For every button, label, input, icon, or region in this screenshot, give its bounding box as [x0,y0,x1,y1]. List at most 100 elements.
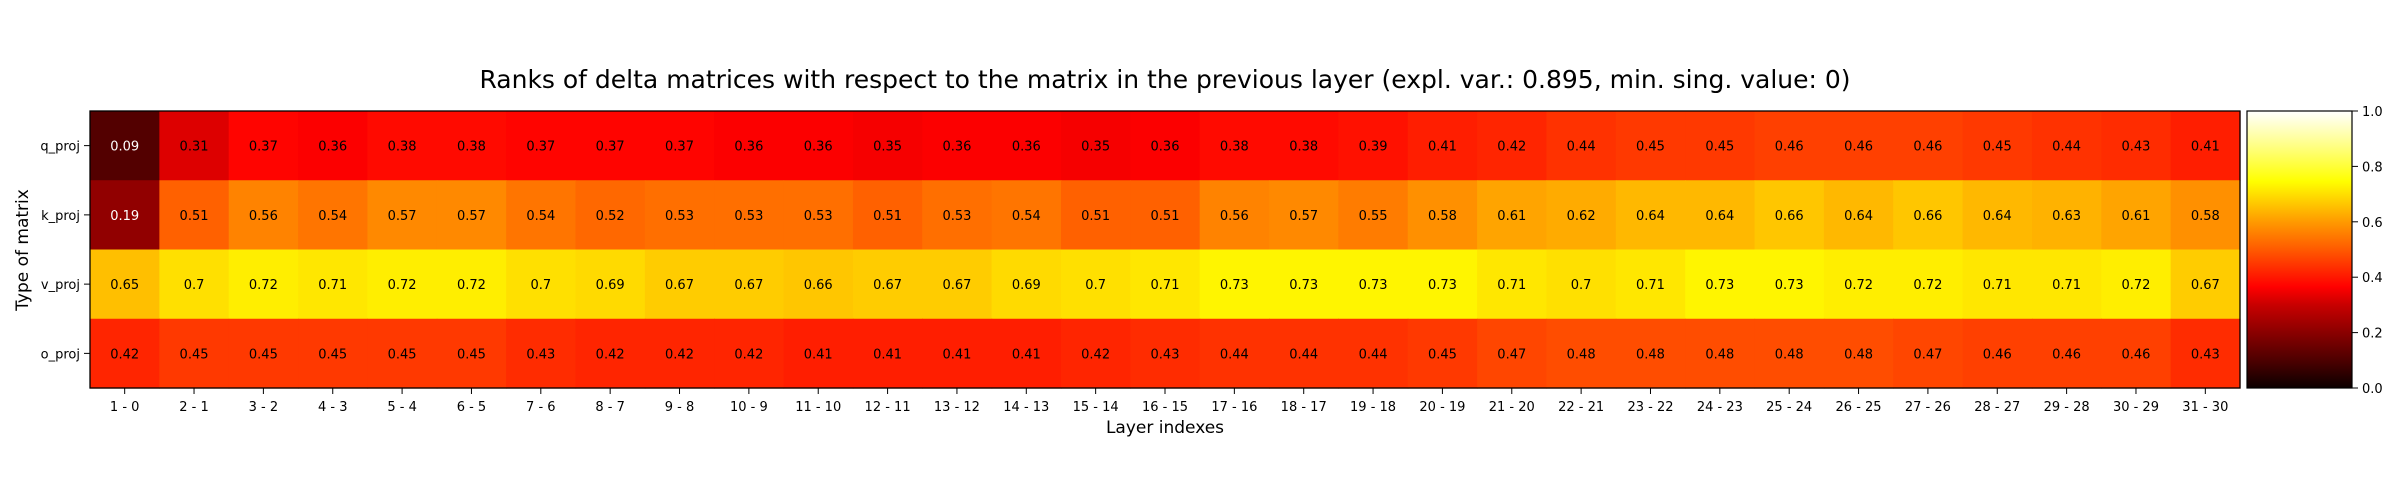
cell-value-label: 0.71 [1983,278,2012,293]
cell-value-label: 0.36 [942,140,971,155]
cell-value-label: 0.65 [110,278,139,293]
cell-value-label: 0.48 [1775,347,1804,362]
heatmap-cell [1685,111,1756,181]
heatmap-cell [159,249,230,320]
cell-value-label: 0.41 [942,347,971,362]
heatmap-cell [1893,318,1964,389]
cell-value-label: 0.45 [180,347,209,362]
x-tick-label: 7 - 6 [526,400,556,415]
cell-value-label: 0.45 [457,347,486,362]
x-tick-label: 16 - 15 [1142,400,1188,415]
heatmap-cell [367,111,438,181]
heatmap-cell [922,318,993,389]
cell-value-label: 0.42 [734,347,763,362]
x-axis-ticks: 1 - 0 2 - 1 3 - 2 4 - 3 5 - 4 6 - 5 7 - 6 8 - 7… [110,388,2228,415]
heatmap-cell [1893,111,1964,181]
cell-value-label: 0.67 [2191,278,2220,293]
heatmap-cell [1407,318,1478,389]
cell-value-label: 0.44 [1567,140,1596,155]
cell-value-label: 0.7 [1085,278,1106,293]
cell-value-label: 0.72 [388,278,417,293]
heatmap-cell [159,111,230,181]
heatmap-cell [1615,318,1686,389]
cell-value-label: 0.43 [526,347,555,362]
cell-value-label: 0.41 [1428,140,1457,155]
heatmap-cell [575,180,646,251]
heatmap-cell [1199,180,1270,251]
cell-value-label: 0.42 [596,347,625,362]
cell-value-label: 0.41 [1012,347,1041,362]
x-tick-label: 13 - 12 [934,400,980,415]
y-tick-label: k_proj [41,209,80,224]
heatmap-cell [506,111,577,181]
cell-value-label: 0.45 [1636,140,1665,155]
x-tick-label: 23 - 22 [1627,400,1673,415]
colorbar-tick-label: 0.0 [2362,382,2383,397]
cell-value-label: 0.73 [1359,278,1388,293]
cell-value-label: 0.44 [1359,347,1388,362]
heatmap-cell [1477,180,1548,251]
cell-value-label: 0.52 [596,209,625,224]
cell-value-label: 0.73 [1428,278,1457,293]
heatmap-cell [1199,111,1270,181]
cell-value-label: 0.67 [734,278,763,293]
chart-title: Ranks of delta matrices with respect to … [479,65,1850,94]
heatmap-cell [1546,111,1617,181]
heatmap-cell [2101,318,2172,389]
heatmap-cell [922,111,993,181]
cell-value-label: 0.45 [1428,347,1457,362]
cell-value-label: 0.51 [1081,209,1110,224]
heatmap-cell [1823,111,1894,181]
cell-value-label: 0.73 [1705,278,1734,293]
x-tick-label: 21 - 20 [1489,400,1535,415]
cell-value-label: 0.61 [1497,209,1526,224]
heatmap-cell [1615,180,1686,251]
heatmap-cell [1823,249,1894,320]
y-axis-label: Type of matrix [13,189,33,312]
cell-value-label: 0.46 [1775,140,1804,155]
heatmap-cell [2031,249,2102,320]
cell-value-label: 0.41 [873,347,902,362]
cell-value-label: 0.73 [1289,278,1318,293]
cell-value-label: 0.35 [1081,140,1110,155]
cell-value-label: 0.56 [249,209,278,224]
heatmap-cell [1269,111,1339,181]
cell-value-label: 0.42 [1497,140,1526,155]
heatmap-cell [298,180,369,251]
cell-value-label: 0.36 [734,140,763,155]
cell-value-label: 0.46 [2121,347,2150,362]
cell-value-label: 0.56 [1220,209,1249,224]
heatmap-cell [228,111,299,181]
cell-value-label: 0.38 [1220,140,1249,155]
cell-value-label: 0.41 [2191,140,2220,155]
cell-value-label: 0.66 [804,278,833,293]
cell-value-label: 0.48 [1705,347,1734,362]
heatmap-cell [575,249,646,320]
cell-value-label: 0.42 [1081,347,1110,362]
heatmap-cell [852,180,923,251]
heatmap-cells [90,111,2241,389]
x-tick-label: 20 - 19 [1419,400,1465,415]
cell-value-label: 0.69 [596,278,625,293]
heatmap-cell [1685,180,1756,251]
cell-value-label: 0.37 [596,140,625,155]
heatmap-cell [228,180,299,251]
cell-value-label: 0.46 [1913,140,1942,155]
cell-value-label: 0.42 [110,347,139,362]
x-tick-label: 4 - 3 [318,400,348,415]
heatmap-cell [783,318,854,389]
cell-value-label: 0.48 [1567,347,1596,362]
colorbar-tick-label: 0.8 [2362,160,2383,175]
heatmap-cell [1407,180,1478,251]
cell-value-label: 0.46 [1844,140,1873,155]
heatmap-cell [228,249,299,320]
x-tick-label: 8 - 7 [595,400,625,415]
cell-value-label: 0.09 [110,140,139,155]
y-tick-label: o_proj [41,347,80,362]
cell-value-label: 0.37 [249,140,278,155]
cell-value-label: 0.51 [1151,209,1180,224]
x-tick-label: 3 - 2 [249,400,279,415]
cell-value-label: 0.45 [388,347,417,362]
heatmap-cell [1060,180,1131,251]
